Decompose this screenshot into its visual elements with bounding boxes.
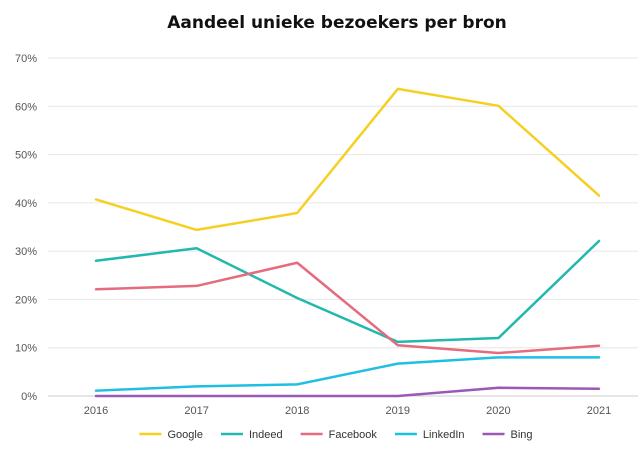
- legend-item-indeed: Indeed: [220, 429, 283, 441]
- chart-title: Aandeel unieke bezoekers per bron: [167, 13, 507, 33]
- x-tick-label: 2016: [84, 405, 108, 417]
- series-line-indeed: [94, 239, 601, 344]
- y-tick-label: 0%: [21, 391, 37, 403]
- legend-label: Facebook: [329, 429, 378, 441]
- series-line-facebook: [94, 261, 601, 355]
- legend-label: Bing: [511, 429, 533, 441]
- x-tick-label: 2019: [386, 405, 410, 417]
- y-tick-label: 40%: [15, 198, 37, 210]
- legend: Google Indeed Facebook LinkedIn Bing: [139, 429, 533, 441]
- gridlines: [48, 57, 638, 397]
- legend-item-linkedin: LinkedIn: [394, 429, 465, 441]
- legend-item-bing: Bing: [482, 429, 533, 441]
- legend-label: Google: [167, 429, 202, 441]
- y-tick-label: 20%: [15, 294, 37, 306]
- x-tick-label: 2018: [285, 405, 309, 417]
- series-lines: [94, 87, 601, 398]
- series-line-bing: [94, 386, 601, 398]
- legend-item-facebook: Facebook: [300, 429, 378, 441]
- y-tick-label: 50%: [15, 150, 37, 162]
- y-tick-label: 30%: [15, 246, 37, 258]
- x-tick-label: 2021: [587, 405, 611, 417]
- y-axis: 0% 10% 20% 30% 40% 50% 60% 70%: [15, 53, 37, 403]
- series-line-google: [94, 87, 601, 232]
- series-line-linkedin: [94, 356, 601, 392]
- legend-label: LinkedIn: [423, 429, 465, 441]
- x-tick-label: 2020: [486, 405, 510, 417]
- y-tick-label: 70%: [15, 53, 37, 65]
- x-axis: 2016 2017 2018 2019 2020 2021: [84, 405, 611, 417]
- legend-item-google: Google: [139, 429, 203, 441]
- y-tick-label: 60%: [15, 101, 37, 113]
- y-tick-label: 10%: [15, 343, 37, 355]
- x-tick-label: 2017: [184, 405, 208, 417]
- legend-label: Indeed: [249, 429, 283, 441]
